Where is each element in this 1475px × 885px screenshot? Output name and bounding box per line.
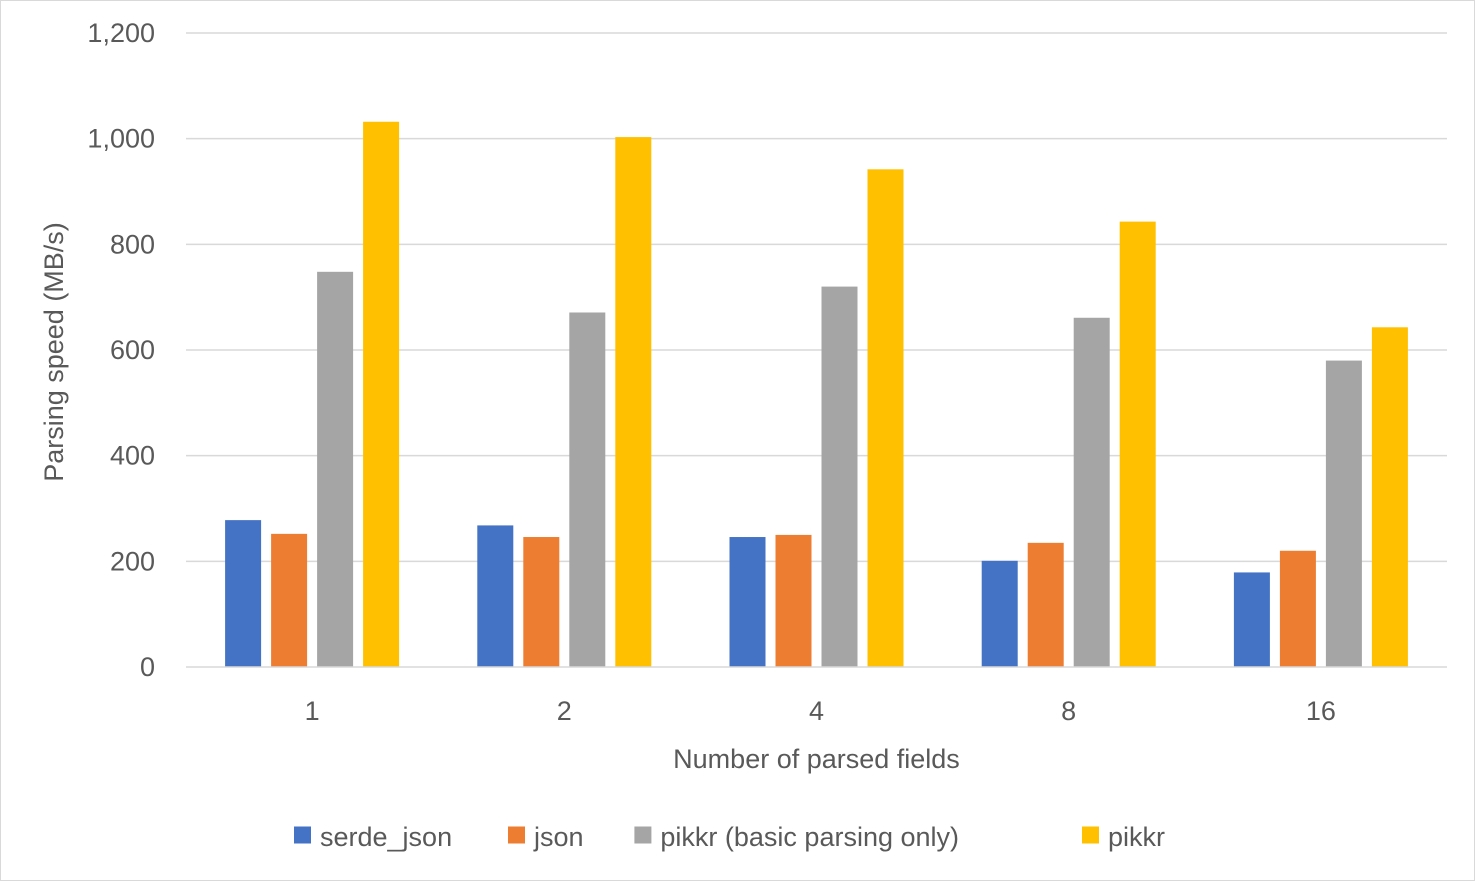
legend-swatch <box>508 826 525 844</box>
x-tick-label: 1 <box>305 696 320 726</box>
bar-pikkr <box>615 137 652 667</box>
bar-pikkr <box>867 169 904 667</box>
bars <box>225 121 1408 668</box>
bar-pikkr <box>1371 327 1408 667</box>
bar-serde-json <box>981 560 1018 667</box>
bar-serde-json <box>477 525 514 667</box>
x-axis-title: Number of parsed fields <box>673 744 960 774</box>
bar-serde-json <box>729 537 766 667</box>
legend-swatch <box>294 826 311 844</box>
bar-pikkr <box>317 271 354 667</box>
y-axis-ticks: 0 200 400 600 800 1,000 1,200 <box>87 18 155 682</box>
bar-json <box>523 537 560 667</box>
y-tick-label: 200 <box>110 546 155 576</box>
bar-pikkr <box>569 312 606 667</box>
y-axis-title: Parsing speed (MB/s) <box>39 222 69 482</box>
y-tick-label: 1,200 <box>87 18 155 48</box>
legend-label: pikkr <box>1108 822 1165 852</box>
x-tick-label: 4 <box>809 696 824 726</box>
legend: serde_json json pikkr (basic parsing only)… <box>294 822 1165 852</box>
y-tick-label: 0 <box>140 652 155 682</box>
bar-pikkr <box>363 121 400 667</box>
x-tick-label: 2 <box>557 696 572 726</box>
bar-pikkr <box>1325 360 1362 667</box>
legend-label: pikkr (basic parsing only) <box>660 822 959 852</box>
y-tick-label: 1,000 <box>87 124 155 154</box>
y-tick-label: 600 <box>110 335 155 365</box>
bar-serde-json <box>1233 572 1270 667</box>
x-axis-ticks: 1 2 4 8 16 <box>305 696 1336 726</box>
y-tick-label: 800 <box>110 229 155 259</box>
x-tick-label: 8 <box>1061 696 1076 726</box>
bar-json <box>271 533 308 667</box>
legend-label: json <box>533 822 584 852</box>
bar-pikkr <box>1073 317 1110 667</box>
bar-pikkr <box>1119 221 1156 668</box>
legend-swatch <box>634 826 652 844</box>
bar-json <box>1279 550 1316 667</box>
x-tick-label: 16 <box>1306 696 1336 726</box>
bar-pikkr <box>821 286 858 667</box>
y-tick-label: 400 <box>110 441 155 471</box>
bar-json <box>775 534 812 667</box>
legend-swatch <box>1082 826 1099 844</box>
legend-label: serde_json <box>320 822 452 852</box>
bar-json <box>1027 542 1064 667</box>
bar-serde-json <box>225 520 262 667</box>
